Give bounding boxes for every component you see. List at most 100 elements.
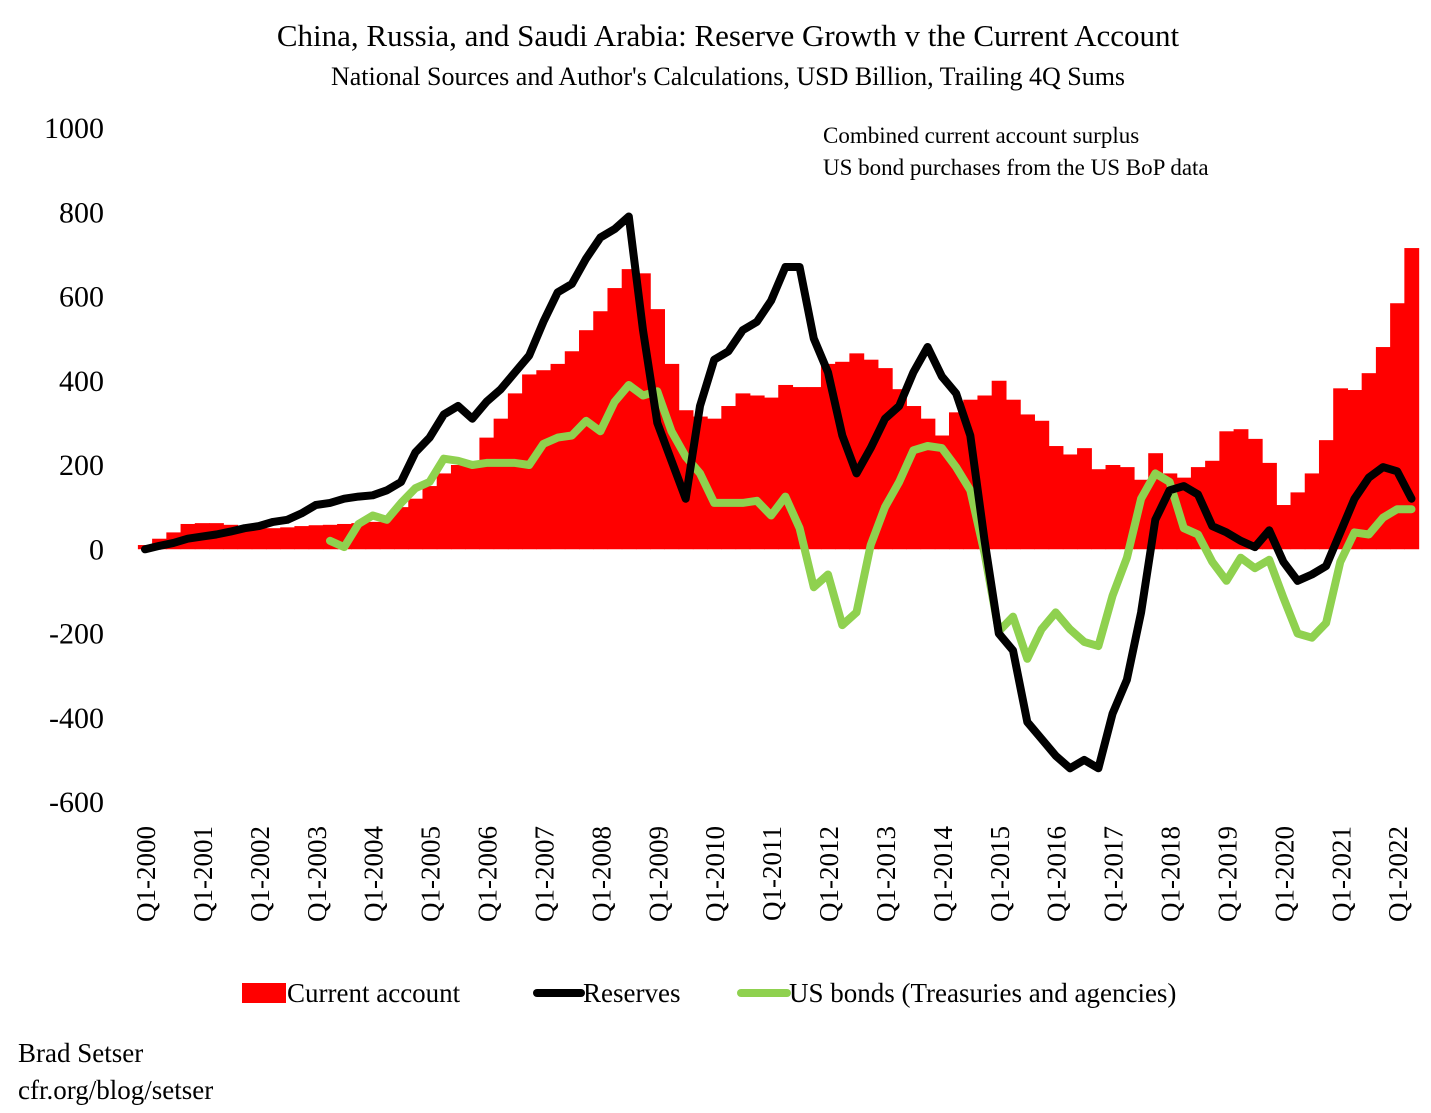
bar-current-account xyxy=(1091,469,1107,550)
bar-current-account xyxy=(1020,414,1035,550)
bar-current-account xyxy=(1361,373,1377,550)
bar-current-account xyxy=(892,389,907,550)
bar-current-account xyxy=(251,528,267,550)
y-tick-label: -200 xyxy=(49,618,104,651)
bar-current-account xyxy=(408,498,424,550)
y-axis-ticks: 1000 800 600 400 200 0 -200 -400 -600 xyxy=(44,112,104,819)
legend: Current account Reserves US bonds (Treas… xyxy=(242,978,1176,1008)
bar-current-account xyxy=(764,397,779,550)
bar-current-account xyxy=(507,393,523,550)
bar-current-account xyxy=(1390,303,1405,550)
line-us-bonds xyxy=(326,381,1416,663)
x-tick-label: Q1-2002 xyxy=(245,826,275,922)
legend-label-current-account: Current account xyxy=(287,978,461,1008)
x-tick-label: Q1-2022 xyxy=(1383,826,1413,922)
bar-current-account xyxy=(550,363,566,550)
bar-current-account xyxy=(707,418,722,550)
bar-current-account xyxy=(1062,454,1078,550)
x-tick-label: Q1-2017 xyxy=(1099,826,1129,922)
y-tick-label: 1000 xyxy=(44,112,104,145)
legend-swatch-current-account xyxy=(242,983,286,1003)
chart-title: China, Russia, and Saudi Arabia: Reserve… xyxy=(277,18,1180,53)
bar-current-account xyxy=(1077,448,1092,550)
annotation-line-1: Combined current account surplus xyxy=(823,123,1139,148)
bar-current-account xyxy=(1333,388,1349,550)
bar-current-account xyxy=(1318,440,1334,550)
bar-current-account xyxy=(308,525,324,550)
x-tick-label: Q1-2000 xyxy=(131,826,161,922)
annotation-line-2: US bond purchases from the US BoP data xyxy=(823,155,1209,180)
bar-current-account xyxy=(1347,390,1363,550)
bar-current-account xyxy=(436,473,452,550)
bar-current-account xyxy=(1404,248,1420,550)
y-tick-label: 0 xyxy=(89,533,104,566)
bar-current-account xyxy=(934,435,950,550)
x-tick-label: Q1-2006 xyxy=(473,826,503,922)
footer-url: cfr.org/blog/setser xyxy=(18,1075,213,1105)
x-tick-label: Q1-2005 xyxy=(416,826,446,922)
y-tick-label: 400 xyxy=(59,365,104,398)
bar-current-account xyxy=(564,351,580,550)
x-tick-label: Q1-2004 xyxy=(359,826,389,922)
x-tick-label: Q1-2007 xyxy=(529,826,559,922)
legend-label-reserves: Reserves xyxy=(583,978,680,1008)
bar-current-account xyxy=(1276,505,1292,550)
bar-current-account xyxy=(1034,420,1050,550)
x-tick-label: Q1-2001 xyxy=(188,826,218,922)
bar-current-account xyxy=(920,418,936,550)
x-tick-label: Q1-2003 xyxy=(302,826,332,922)
bar-current-account xyxy=(1304,473,1320,550)
x-tick-label: Q1-2010 xyxy=(700,826,730,922)
bar-current-account xyxy=(1262,462,1277,550)
y-tick-label: -400 xyxy=(49,702,104,735)
bar-current-account xyxy=(778,384,794,550)
bar-current-account xyxy=(1247,438,1263,550)
bar-current-account xyxy=(1105,465,1121,550)
x-tick-label: Q1-2019 xyxy=(1213,826,1243,922)
bar-current-account xyxy=(792,387,808,550)
bar-current-account xyxy=(1219,431,1235,550)
x-tick-label: Q1-2008 xyxy=(586,826,616,922)
bar-current-account xyxy=(991,380,1007,550)
bar-current-account xyxy=(1205,460,1220,550)
y-tick-label: -600 xyxy=(49,786,104,819)
bar-current-account xyxy=(394,507,409,550)
bar-current-account xyxy=(849,353,865,550)
bar-current-account xyxy=(721,406,737,550)
bar-current-account xyxy=(806,387,822,550)
bar-current-account xyxy=(422,486,438,550)
x-tick-label: Q1-2021 xyxy=(1326,826,1356,922)
bar-current-account xyxy=(280,527,296,550)
bar-current-account xyxy=(365,521,381,550)
bar-current-account xyxy=(1290,492,1306,550)
current-account-bars xyxy=(137,248,1420,550)
footer-author: Brad Setser xyxy=(18,1038,143,1068)
bar-current-account xyxy=(948,412,964,550)
x-tick-label: Q1-2014 xyxy=(928,826,958,922)
x-tick-label: Q1-2009 xyxy=(643,826,673,922)
chart-subtitle: National Sources and Author's Calculatio… xyxy=(331,62,1125,91)
x-axis-ticks: Q1-2000 Q1-2001 Q1-2002 Q1-2003 Q1-2004 Q1-20… xyxy=(131,826,1413,922)
x-tick-label: Q1-2013 xyxy=(871,826,901,922)
bar-current-account xyxy=(493,418,509,550)
legend-label-us-bonds: US bonds (Treasuries and agencies) xyxy=(789,978,1176,1008)
bar-current-account xyxy=(906,406,922,550)
x-tick-label: Q1-2020 xyxy=(1269,826,1299,922)
bar-current-account xyxy=(749,395,765,550)
x-tick-label: Q1-2016 xyxy=(1042,826,1072,922)
bar-current-account xyxy=(1048,446,1064,550)
series-lines xyxy=(141,212,1416,773)
y-tick-label: 800 xyxy=(59,196,104,229)
y-tick-label: 200 xyxy=(59,449,104,482)
x-tick-label: Q1-2015 xyxy=(985,826,1015,922)
x-tick-label: Q1-2012 xyxy=(814,826,844,922)
bar-current-account xyxy=(1233,429,1249,550)
bar-current-account xyxy=(1005,399,1021,550)
bar-current-account xyxy=(379,515,395,550)
y-tick-label: 600 xyxy=(59,281,104,314)
x-tick-label: Q1-2011 xyxy=(757,826,787,921)
bar-current-account xyxy=(536,370,552,550)
line-reserves xyxy=(141,212,1416,773)
bar-current-account xyxy=(450,465,466,550)
